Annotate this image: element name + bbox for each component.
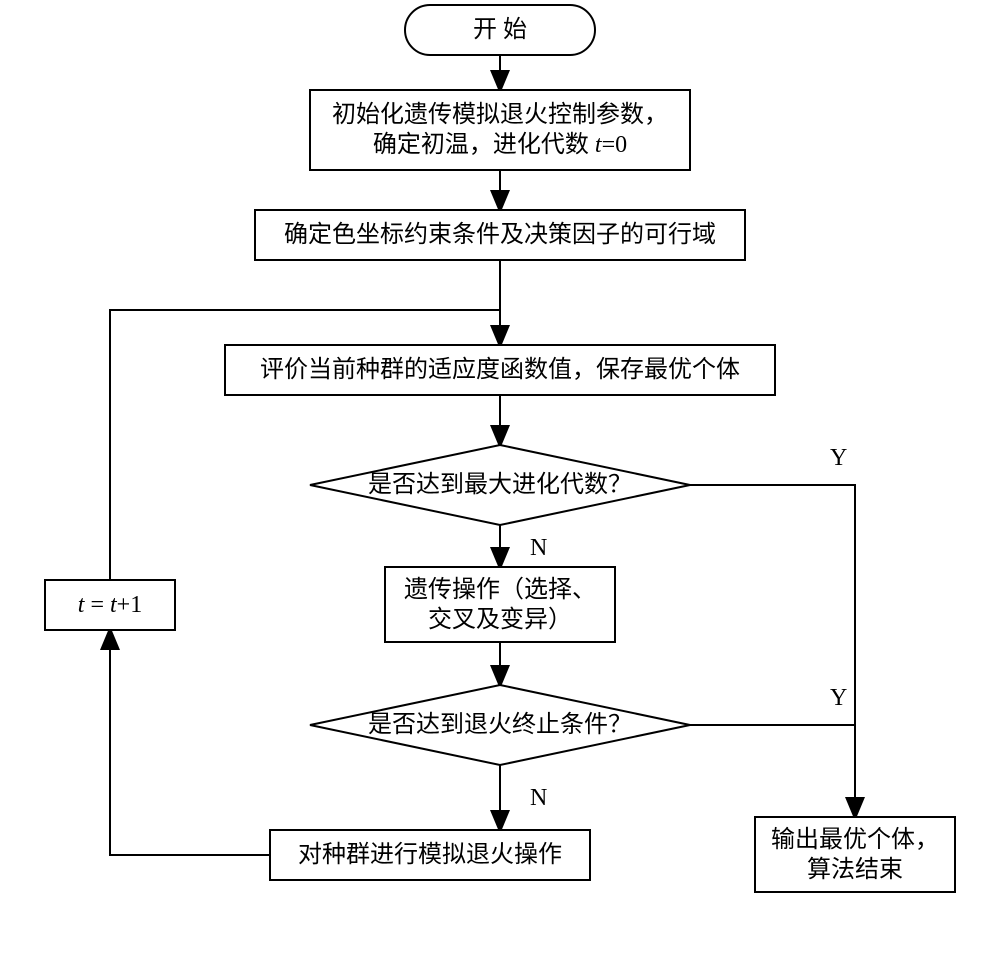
edge-anneal-increment <box>110 630 270 855</box>
node-output-text-1: 输出最优个体， <box>771 826 939 853</box>
node-init-text-1: 初始化遗传模拟退火控制参数， <box>332 101 668 128</box>
edge-decision1-output <box>690 485 855 817</box>
flowchart-canvas: N N Y Y 开 始 初始化遗传模拟退火控制参数， 确定初温，进化代数 t=0… <box>0 0 1000 956</box>
node-start-text: 开 始 <box>473 16 527 43</box>
node-genetic-text-2: 交叉及变异） <box>428 606 572 633</box>
node-evaluate-text: 评价当前种群的适应度函数值，保存最优个体 <box>260 356 740 383</box>
label-d2-y: Y <box>830 685 847 711</box>
node-anneal: 对种群进行模拟退火操作 <box>270 830 590 880</box>
node-decision2: 是否达到退火终止条件？ <box>310 685 690 765</box>
node-decision2-text: 是否达到退火终止条件？ <box>368 711 632 738</box>
label-d1-y: Y <box>830 445 847 471</box>
node-init: 初始化遗传模拟退火控制参数， 确定初温，进化代数 t=0 <box>310 90 690 170</box>
node-init-text-2: 确定初温，进化代数 t=0 <box>373 131 627 158</box>
node-start: 开 始 <box>405 5 595 55</box>
node-genetic: 遗传操作（选择、 交叉及变异） <box>385 567 615 642</box>
node-decision1: 是否达到最大进化代数？ <box>310 445 690 525</box>
node-increment: t = t+1 <box>45 580 175 630</box>
node-output-text-2: 算法结束 <box>807 856 903 883</box>
node-constraints: 确定色坐标约束条件及决策因子的可行域 <box>255 210 745 260</box>
nodes: 开 始 初始化遗传模拟退火控制参数， 确定初温，进化代数 t=0 确定色坐标约束… <box>45 5 955 892</box>
node-evaluate: 评价当前种群的适应度函数值，保存最优个体 <box>225 345 775 395</box>
label-d1-n: N <box>530 535 547 561</box>
node-anneal-text: 对种群进行模拟退火操作 <box>298 841 562 868</box>
node-constraints-text: 确定色坐标约束条件及决策因子的可行域 <box>284 221 716 248</box>
label-d2-n: N <box>530 785 547 811</box>
node-genetic-text-1: 遗传操作（选择、 <box>404 576 596 603</box>
node-increment-text: t = t+1 <box>78 592 142 618</box>
node-output: 输出最优个体， 算法结束 <box>755 817 955 892</box>
node-decision1-text: 是否达到最大进化代数？ <box>368 471 632 498</box>
